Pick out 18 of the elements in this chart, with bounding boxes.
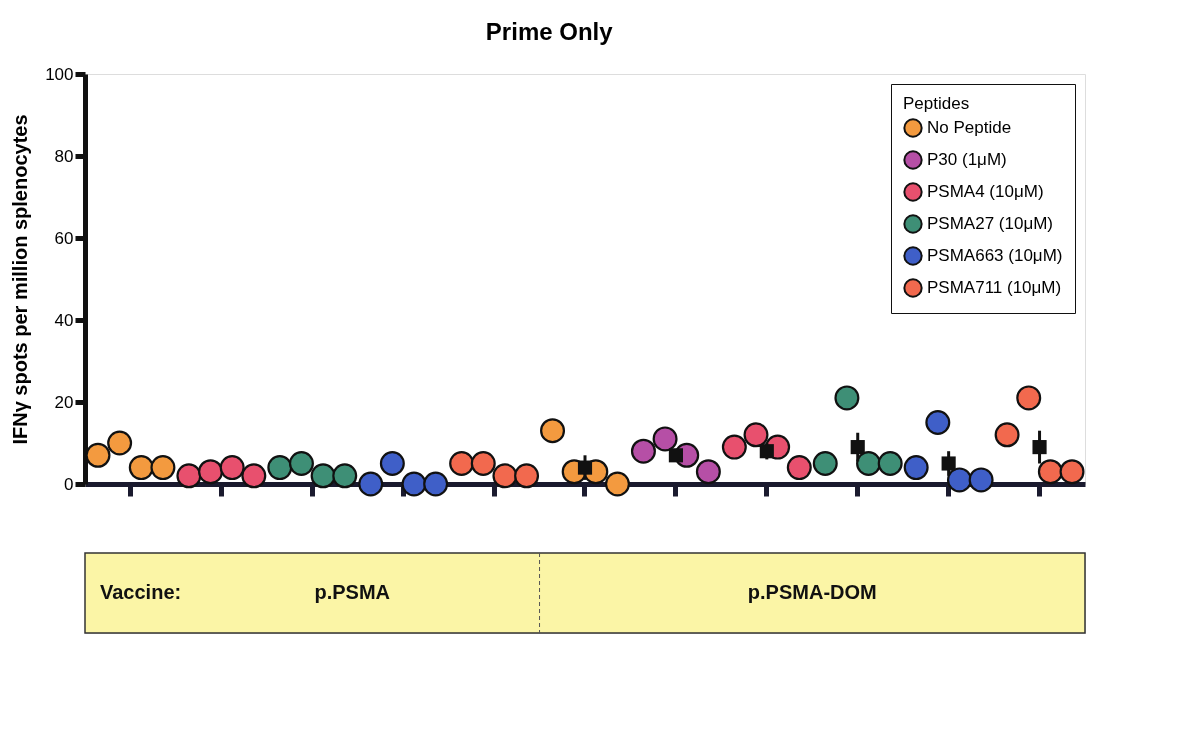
- text: Vaccine:: [100, 581, 182, 603]
- y-tick-label: 80: [54, 146, 74, 166]
- y-tick-label: 40: [54, 310, 74, 330]
- legend-label: No Peptide: [927, 118, 1012, 137]
- y-tick-label: 20: [54, 392, 74, 412]
- legend-title: Peptides: [903, 94, 970, 113]
- legend-label: PSMA4 (10μM): [927, 182, 1044, 201]
- legend-label: P30 (1μM): [927, 150, 1007, 169]
- y-tick-label: 0: [64, 474, 74, 494]
- chart-title: Prime Only: [485, 17, 614, 45]
- y-tick-label: 100: [45, 64, 74, 84]
- y-tick-label: 60: [54, 228, 74, 248]
- legend-label: PSMA27 (10μM): [927, 214, 1053, 233]
- legend-label: PSMA711 (10μM): [927, 278, 1062, 297]
- legend-label: PSMA663 (10μM): [927, 246, 1063, 265]
- text: p.PSMA: [314, 581, 391, 603]
- text: p.PSMA-DOM: [747, 581, 877, 603]
- y-axis-title: IFNγ spots per million splenocytes: [9, 114, 32, 445]
